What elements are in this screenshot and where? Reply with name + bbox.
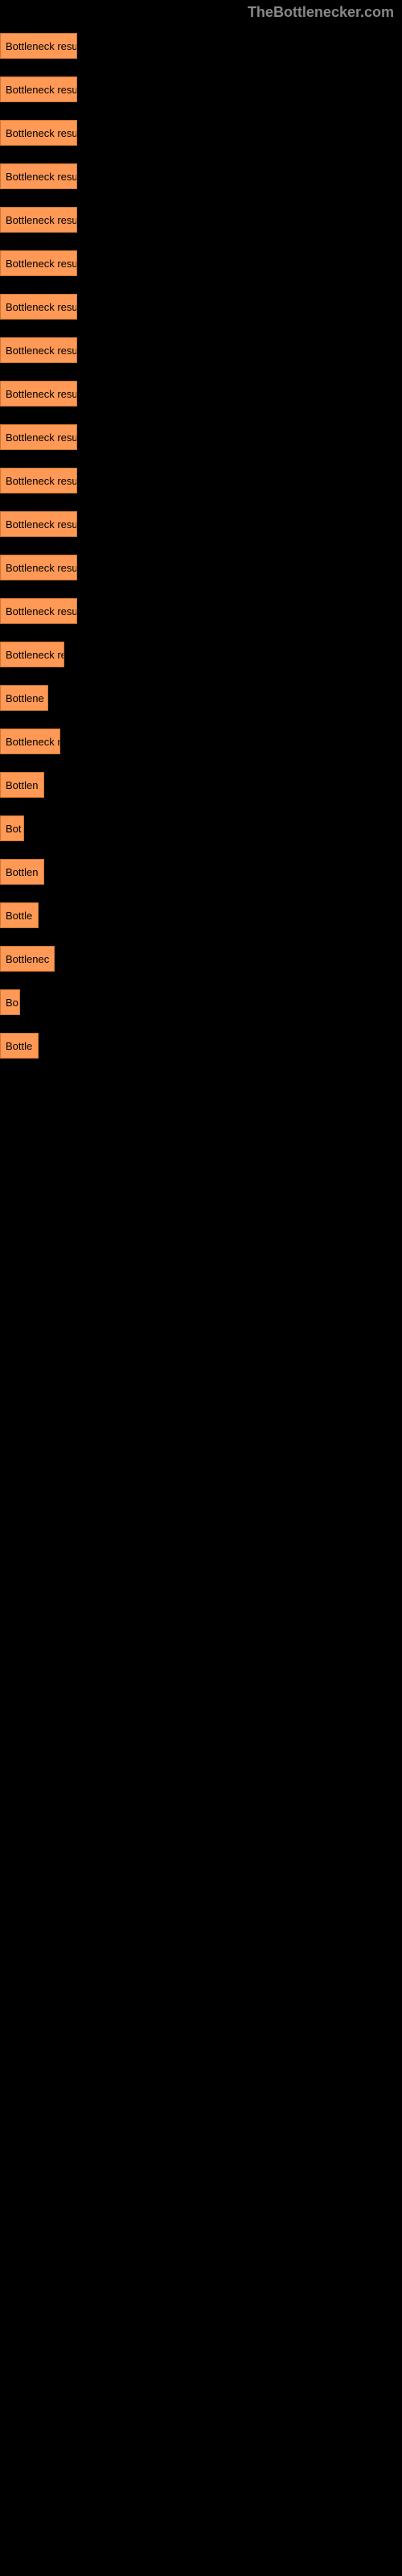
bar: Bottleneck result: [0, 207, 77, 233]
bar: Bottleneck result: [0, 424, 77, 450]
bar: Bottleneck result: [0, 33, 77, 59]
bar-row: Bottleneck result: [0, 555, 402, 580]
site-title: TheBottlenecker.com: [248, 4, 394, 20]
bar-row: Bottleneck result: [0, 424, 402, 450]
bar: Bottleneck result: [0, 337, 77, 363]
bar-row: Bottleneck result: [0, 598, 402, 624]
bar-row: Bottlen: [0, 772, 402, 798]
bar: Bottleneck r: [0, 729, 60, 754]
bar-row: Bottleneck result: [0, 120, 402, 146]
bar-row: Bottlenec: [0, 946, 402, 972]
bar: Bottleneck result: [0, 76, 77, 102]
bar: Bottle: [0, 902, 39, 928]
bar: Bottleneck result: [0, 555, 77, 580]
bar-row: Bottlene: [0, 685, 402, 711]
bar-row: Bottleneck result: [0, 337, 402, 363]
site-header: TheBottlenecker.com: [0, 0, 402, 25]
bar-row: Bottle: [0, 1033, 402, 1059]
bar-row: Bottleneck result: [0, 381, 402, 407]
bar: Bottlene: [0, 685, 48, 711]
bar-row: Bottleneck result: [0, 294, 402, 320]
bar-row: Bottleneck result: [0, 163, 402, 189]
bar-row: Bo: [0, 989, 402, 1015]
bar: Bottlen: [0, 772, 44, 798]
bar-row: Bottleneck result: [0, 511, 402, 537]
bar: Bottleneck result: [0, 511, 77, 537]
bar-row: Bottleneck result: [0, 468, 402, 493]
bar: Bottleneck result: [0, 294, 77, 320]
bar: Bottleneck result: [0, 120, 77, 146]
bar-row: Bottleneck result: [0, 250, 402, 276]
bar: Bottleneck result: [0, 598, 77, 624]
bar: Bottleneck result: [0, 163, 77, 189]
bar: Bottlen: [0, 859, 44, 885]
bar-row: Bottleneck result: [0, 207, 402, 233]
bar: Bottlenec: [0, 946, 55, 972]
bar: Bottleneck result: [0, 250, 77, 276]
bar: Bo: [0, 989, 20, 1015]
bar: Bot: [0, 815, 24, 841]
bar-row: Bottle: [0, 902, 402, 928]
bar-chart: Bottleneck result Bottleneck result Bottle…: [0, 25, 402, 1084]
bar: Bottleneck result: [0, 381, 77, 407]
bar: Bottle: [0, 1033, 39, 1059]
bar-row: Bottleneck r: [0, 729, 402, 754]
bar-row: Bottleneck result: [0, 33, 402, 59]
bar-row: Bot: [0, 815, 402, 841]
bar-row: Bottlen: [0, 859, 402, 885]
bar: Bottleneck result: [0, 468, 77, 493]
bar: Bottleneck re: [0, 642, 64, 667]
bar-row: Bottleneck re: [0, 642, 402, 667]
bar-row: Bottleneck result: [0, 76, 402, 102]
